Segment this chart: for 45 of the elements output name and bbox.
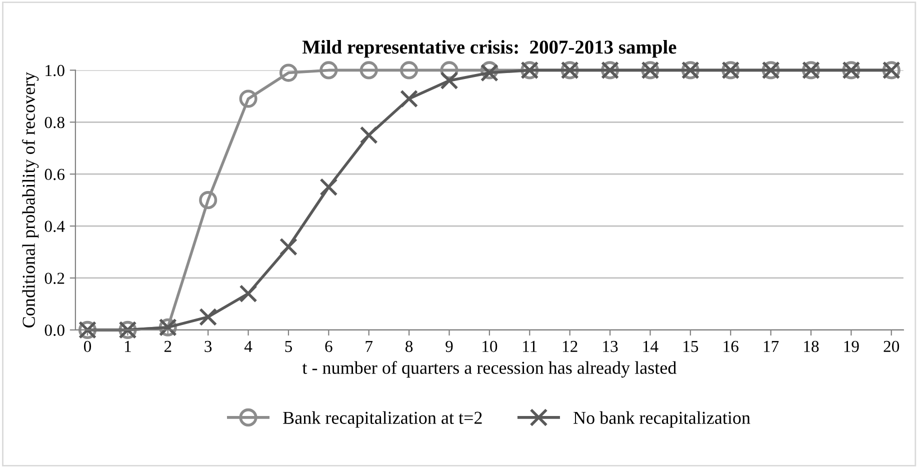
y-tick-label: 0.6	[44, 168, 65, 180]
point	[360, 126, 378, 144]
legend-label: No bank recapitalization	[574, 411, 750, 428]
x-tick-label: 18	[804, 340, 819, 352]
x-tick-label: 11	[523, 340, 537, 352]
point	[320, 178, 338, 196]
legend-label: Bank recapitalization at t=2	[283, 411, 482, 428]
point	[279, 238, 298, 256]
y-axis-title: Conditional probability of recovery	[22, 72, 39, 328]
y-tick-label: 0.4	[44, 220, 65, 232]
y-tick-label: 0.8	[44, 116, 64, 128]
y-tick-label: 0.2	[44, 272, 64, 284]
x-tick-label: 7	[366, 341, 373, 352]
chart-title: Mild representative crisis: 2007-2013 sample	[302, 40, 676, 58]
point	[239, 90, 258, 108]
point	[239, 284, 258, 303]
x-tick-label: 14	[643, 340, 658, 352]
x-tick-label: 17	[764, 340, 779, 352]
point	[440, 72, 458, 90]
x-axis-title: t - number of quarters a recession has already lasted	[302, 361, 676, 378]
x-tick-label: 0	[84, 340, 92, 352]
x-tick-label: 6	[325, 340, 332, 352]
point	[400, 90, 418, 108]
x-tick-label: 2	[164, 340, 172, 352]
x-tick-label: 3	[204, 340, 212, 352]
point	[320, 61, 338, 80]
x-tick-label: 5	[285, 341, 292, 352]
x-tick-label: 15	[684, 340, 698, 352]
x-tick-label: 10	[482, 340, 498, 352]
x-tick-label: 13	[603, 340, 618, 352]
x-tick-label: 1	[124, 340, 131, 352]
x-tick-label: 12	[562, 340, 578, 352]
point	[279, 64, 298, 82]
point	[199, 191, 218, 210]
x-tick-label: 20	[884, 340, 900, 352]
point	[199, 308, 218, 326]
x-tick-label: 19	[844, 340, 859, 352]
x-tick-label: 16	[724, 340, 738, 352]
x-tick-label: 9	[446, 340, 453, 352]
y-tick-label: 0.0	[44, 324, 64, 336]
x-tick-label: 8	[406, 340, 413, 352]
y-tick-label: 1.0	[46, 64, 64, 76]
point	[400, 61, 418, 80]
point	[360, 61, 378, 80]
x-tick-label: 4	[244, 340, 252, 352]
